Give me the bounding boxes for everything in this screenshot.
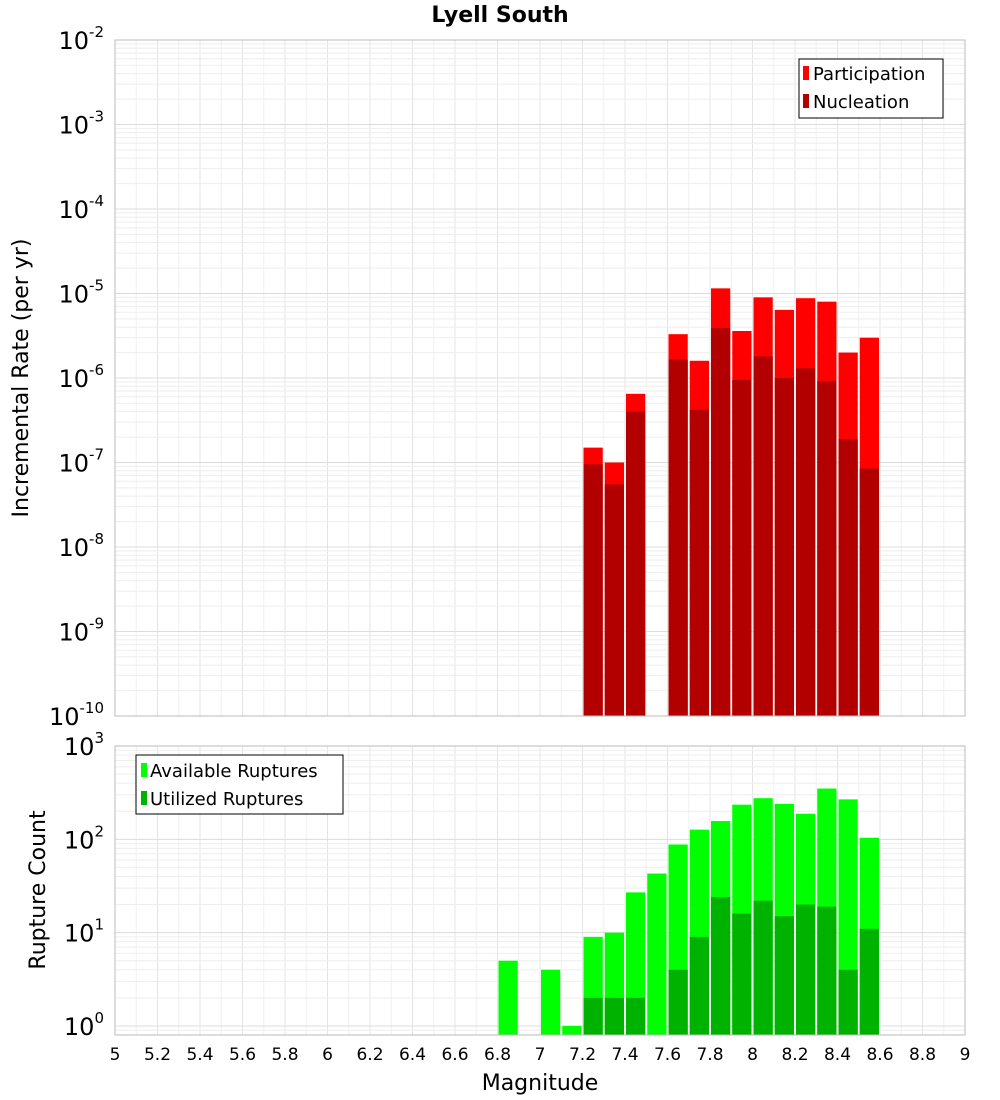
y-tick-label: 10-9 [58, 615, 104, 647]
nucleation-bar [583, 464, 603, 716]
legend-label-participation: Participation [813, 64, 925, 85]
top-gridlines [114, 39, 966, 717]
bottom-y-axis-label: Rupture Count [26, 810, 51, 970]
legend-label-utilized: Utilized Ruptures [150, 789, 303, 810]
utilized-ruptures-bar [838, 969, 858, 1035]
x-tick-label: 8.8 [909, 1045, 936, 1065]
bottom-y-tick-labels: 103 102 101 100 [64, 729, 104, 1041]
chart-title: Lyell South [431, 3, 568, 28]
legend-swatch-available [141, 763, 147, 777]
x-tick-label: 5.8 [271, 1045, 298, 1065]
x-tick-label: 5 [110, 1045, 121, 1065]
y-tick-label: 100 [64, 1009, 104, 1041]
x-tick-label: 9 [960, 1045, 971, 1065]
bottom-legend-box [135, 754, 344, 815]
available-ruptures-bar [541, 969, 561, 1035]
x-tick-label: 7.8 [696, 1045, 723, 1065]
x-tick-label: 6.8 [484, 1045, 511, 1065]
x-tick-label: 7 [535, 1045, 546, 1065]
x-tick-label: 7.2 [569, 1045, 596, 1065]
x-tick-label: 8.2 [781, 1045, 808, 1065]
nucleation-bar [711, 328, 731, 716]
top-y-axis-label: Incremental Rate (per yr) [9, 239, 34, 518]
x-tick-labels: 5 5.2 5.4 5.6 5.8 6 6.2 6.4 6.6 6.8 7 7.2 7.4 7.6 7.8 8… [110, 1045, 971, 1065]
x-tick-label: 8.4 [824, 1045, 851, 1065]
x-tick-label: 8.6 [866, 1045, 893, 1065]
x-tick-label: 7.6 [654, 1045, 681, 1065]
x-tick-label: 5.2 [144, 1045, 171, 1065]
utilized-ruptures-bar [732, 913, 752, 1035]
y-tick-label: 102 [64, 822, 104, 854]
nucleation-bar [753, 356, 773, 716]
top-y-tick-labels: 10-2 10-3 10-4 10-5 10-6 10-7 10-8 10-9 10-10 [49, 23, 104, 731]
y-tick-label: 10-3 [58, 108, 104, 140]
y-tick-label: 10-8 [58, 530, 104, 562]
nucleation-bar [626, 411, 646, 716]
top-panel: 10-2 10-3 10-4 10-5 10-6 10-7 10-8 10-9 10-10 In… [9, 23, 966, 731]
bottom-legend: Available Ruptures Utilized Ruptures [135, 754, 344, 815]
y-tick-label: 10-7 [58, 446, 104, 478]
utilized-ruptures-bar [689, 936, 709, 1035]
bottom-panel: 103 102 101 100 5 5.2 5.4 5.6 5.8 6 6.2 6.4 6.6 6.8 7… [26, 729, 970, 1096]
available-ruptures-bar [498, 960, 518, 1035]
legend-swatch-utilized [141, 791, 147, 805]
utilized-ruptures-bar [859, 928, 879, 1035]
utilized-ruptures-bar [668, 969, 688, 1035]
utilized-ruptures-bar [774, 916, 794, 1035]
x-tick-label: 5.4 [186, 1045, 213, 1065]
bottom-plot-border [114, 745, 966, 1036]
y-tick-label: 10-5 [58, 277, 104, 309]
nucleation-bar [689, 409, 709, 716]
y-tick-label: 10-10 [49, 699, 104, 731]
x-tick-label: 7.4 [611, 1045, 638, 1065]
nucleation-bar [604, 484, 624, 716]
legend-swatch-participation [803, 66, 809, 80]
utilized-ruptures-bar [626, 997, 646, 1035]
x-tick-label: 6.4 [399, 1045, 426, 1065]
y-tick-label: 103 [64, 729, 104, 761]
x-tick-label: 6 [322, 1045, 333, 1065]
utilized-ruptures-bar [583, 997, 603, 1035]
nucleation-bar [817, 381, 837, 716]
legend-label-nucleation: Nucleation [813, 92, 909, 113]
top-plot-border [114, 39, 966, 717]
y-tick-label: 101 [64, 916, 104, 948]
y-tick-label: 10-6 [58, 361, 104, 393]
utilized-ruptures-bar [604, 997, 624, 1035]
available-ruptures-bar [562, 1025, 582, 1035]
nucleation-bar [796, 368, 816, 716]
legend-label-available: Available Ruptures [150, 761, 318, 782]
x-tick-label: 6.2 [356, 1045, 383, 1065]
top-legend: Participation Nucleation [798, 58, 944, 119]
available-ruptures-bar [647, 873, 667, 1035]
top-legend-box [798, 58, 944, 119]
utilized-ruptures-bar [796, 904, 816, 1035]
nucleation-bar [859, 468, 879, 716]
nucleation-bar [668, 359, 688, 716]
nucleation-bar [732, 379, 752, 716]
utilized-ruptures-bar [711, 897, 731, 1035]
y-tick-label: 10-2 [58, 23, 104, 55]
nucleation-bar [774, 378, 794, 716]
x-tick-label: 8 [747, 1045, 758, 1065]
x-tick-label: 5.6 [229, 1045, 256, 1065]
utilized-ruptures-bar [753, 900, 773, 1035]
nucleation-bar [838, 438, 858, 716]
utilized-ruptures-bar [817, 906, 837, 1035]
x-axis-label: Magnitude [482, 1071, 599, 1096]
x-tick-label: 6.6 [441, 1045, 468, 1065]
legend-swatch-nucleation [803, 94, 809, 108]
top-bars [583, 288, 879, 716]
y-tick-label: 10-4 [58, 192, 104, 224]
bottom-bars [498, 788, 879, 1035]
